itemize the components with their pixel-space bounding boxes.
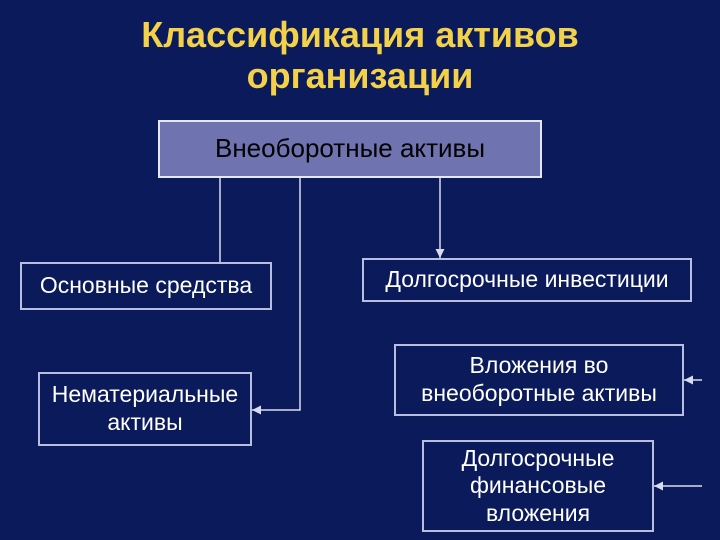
title-line-2: организации xyxy=(247,55,474,96)
box-long-term-financial-investments: Долгосрочныефинансовыевложения xyxy=(422,440,654,532)
box-long-term-investments: Долгосрочные инвестиции xyxy=(362,258,692,302)
box-b1-label: Основные средства xyxy=(40,272,252,300)
box-fixed-assets: Основные средства xyxy=(20,262,272,310)
box-b2-label: Нематериальныеактивы xyxy=(52,381,238,436)
box-noncurrent-asset-investments: Вложения вовнеоборотные активы xyxy=(394,344,684,416)
box-intangible-assets: Нематериальныеактивы xyxy=(38,372,252,446)
slide-title: Классификация активов организации xyxy=(0,14,720,97)
box-b5-label: Долгосрочныефинансовыевложения xyxy=(462,445,615,528)
title-line-1: Классификация активов xyxy=(141,14,579,55)
box-root-non-current-assets: Внеоборотные активы xyxy=(158,120,542,178)
box-b3-label: Долгосрочные инвестиции xyxy=(385,266,668,294)
slide-root: Классификация активов организации Внеобо… xyxy=(0,0,720,540)
box-b4-label: Вложения вовнеоборотные активы xyxy=(421,352,657,407)
box-root-label: Внеоборотные активы xyxy=(215,133,485,164)
